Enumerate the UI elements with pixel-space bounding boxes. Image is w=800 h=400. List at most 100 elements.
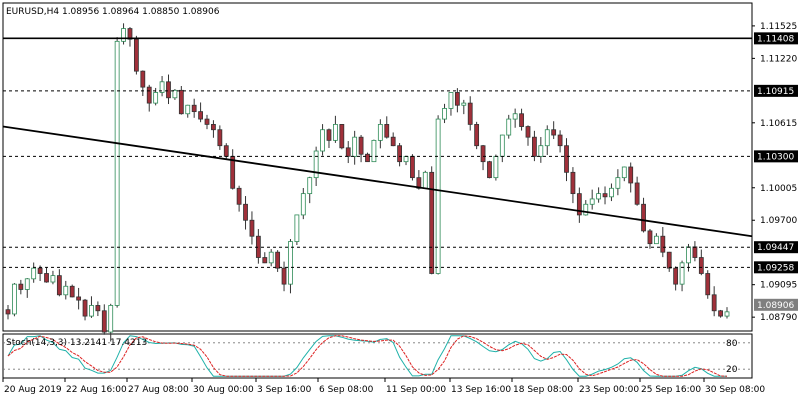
candle-body bbox=[365, 153, 370, 163]
stoch-level-label: 80 bbox=[726, 339, 738, 349]
stoch-signal-line bbox=[7, 335, 728, 377]
candle-body bbox=[403, 155, 409, 163]
candle-body bbox=[133, 38, 139, 72]
candle-body bbox=[146, 86, 152, 104]
candle-body bbox=[660, 235, 666, 253]
candle-body bbox=[223, 145, 229, 157]
candle-body bbox=[506, 118, 512, 136]
candle-body bbox=[56, 275, 62, 296]
price-level-tag bbox=[754, 150, 798, 163]
candle-body bbox=[641, 203, 646, 232]
candle-body bbox=[153, 92, 159, 104]
candle-body bbox=[557, 134, 563, 147]
price-levels: 1.11408 1.10915 1.10300 1.09447 1.09258 1.089… bbox=[3, 32, 798, 311]
candle-body bbox=[268, 251, 274, 264]
candle-body bbox=[474, 124, 480, 147]
candle-body bbox=[249, 219, 255, 237]
price-level-tag bbox=[754, 84, 798, 97]
candle-body bbox=[686, 246, 691, 264]
price-axis[interactable]: 1.11525 1.11220 1.10615 1.10005 1.09700 1.090… bbox=[752, 22, 797, 323]
candle-body bbox=[198, 111, 203, 120]
price-tick-label: 1.10005 bbox=[760, 184, 797, 194]
time-axis[interactable]: 20 Aug 2019 22 Aug 16:00 27 Aug 08:00 30 Au… bbox=[2, 378, 765, 395]
price-level-label: 1.10300 bbox=[757, 152, 794, 162]
candle-body bbox=[236, 187, 242, 205]
candle-body bbox=[653, 235, 659, 245]
candle-body bbox=[564, 145, 569, 173]
price-tick-label: 1.09700 bbox=[760, 216, 797, 226]
candle-body bbox=[140, 70, 146, 88]
trendline bbox=[2, 125, 753, 238]
candle-body bbox=[76, 296, 82, 301]
candle-body bbox=[377, 124, 383, 141]
time-tick-label: 30 Sep 08:00 bbox=[705, 385, 765, 395]
candle-body bbox=[172, 89, 178, 99]
candle-body bbox=[480, 145, 486, 163]
candle-body bbox=[609, 187, 614, 198]
candle-body bbox=[698, 257, 704, 274]
candle-body bbox=[243, 203, 248, 221]
candle-body bbox=[679, 262, 685, 285]
candle-body bbox=[191, 104, 197, 113]
chart-header: EURUSD,H4 1.08956 1.08964 1.08850 1.0890… bbox=[6, 7, 220, 17]
time-tick-label: 22 Aug 16:00 bbox=[66, 385, 127, 395]
candle-body bbox=[101, 310, 107, 333]
time-tick-label: 11 Sep 00:00 bbox=[386, 385, 446, 395]
price-level-tag bbox=[754, 261, 798, 274]
price-level-tag bbox=[754, 32, 798, 45]
candle-body bbox=[95, 305, 101, 312]
candle-body bbox=[12, 283, 17, 315]
candle-body bbox=[628, 166, 634, 184]
candle-body bbox=[178, 89, 184, 115]
candle-body bbox=[705, 273, 711, 296]
candle-body bbox=[333, 124, 338, 141]
candle-body bbox=[576, 193, 582, 216]
candle-body bbox=[185, 104, 191, 115]
indicator-header: Stoch(14,3,3) 13.2141 17.4213 bbox=[6, 338, 147, 348]
candle-body bbox=[44, 273, 49, 283]
candle-body bbox=[596, 193, 602, 200]
candle-body bbox=[390, 136, 396, 147]
candle-body bbox=[422, 171, 428, 189]
candle-body bbox=[18, 283, 24, 290]
candle-body bbox=[493, 155, 499, 179]
candles bbox=[5, 23, 730, 342]
candle-body bbox=[352, 136, 358, 157]
time-tick-label: 25 Sep 16:00 bbox=[641, 385, 701, 395]
candle-body bbox=[519, 113, 524, 127]
candle-body bbox=[288, 241, 293, 285]
current-price-label: 1.08906 bbox=[757, 301, 794, 311]
candle-body bbox=[204, 118, 210, 125]
candle-body bbox=[621, 166, 627, 179]
candle-body bbox=[5, 309, 11, 315]
candle-body bbox=[159, 81, 165, 93]
candle-body bbox=[525, 126, 531, 138]
candle-body bbox=[281, 267, 287, 285]
candle-body bbox=[63, 285, 69, 296]
price-level-label: 1.11408 bbox=[757, 34, 794, 44]
price-level-tag bbox=[754, 241, 798, 254]
candle-body bbox=[275, 251, 281, 269]
candle-body bbox=[326, 129, 332, 141]
candle-body bbox=[300, 193, 306, 216]
candle-body bbox=[538, 145, 544, 157]
price-tick-label: 1.09095 bbox=[760, 281, 797, 291]
candle-body bbox=[442, 108, 447, 120]
candle-body bbox=[454, 92, 460, 106]
price-tick-label: 1.08790 bbox=[760, 313, 797, 323]
price-level-label: 1.09258 bbox=[757, 263, 794, 273]
stochastic-indicator: 80 20 bbox=[3, 335, 752, 377]
candle-body bbox=[461, 102, 467, 106]
candle-body bbox=[166, 81, 171, 99]
candle-body bbox=[448, 92, 454, 109]
candle-body bbox=[499, 134, 505, 157]
descending-trendline bbox=[2, 125, 753, 238]
candle-body bbox=[487, 161, 492, 179]
candle-body bbox=[410, 155, 415, 179]
candle-body bbox=[435, 118, 441, 274]
candle-body bbox=[718, 310, 723, 317]
candle-body bbox=[570, 171, 576, 195]
candle-body bbox=[320, 129, 325, 152]
price-tick-label: 1.11220 bbox=[760, 54, 797, 64]
